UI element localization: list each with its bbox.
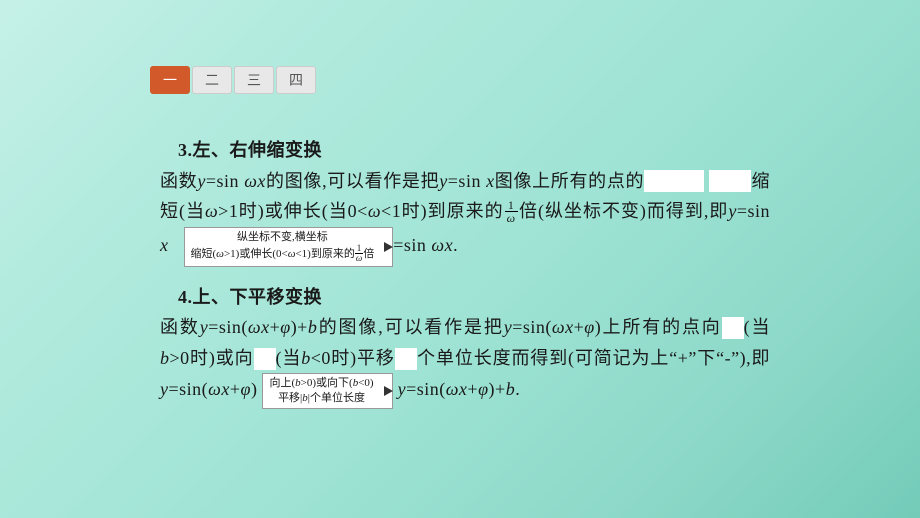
blank — [254, 348, 276, 370]
tab-bar: 一 二 三 四 — [150, 66, 316, 94]
t: 函数 — [160, 317, 200, 337]
section-3: 3.左、右伸缩变换 函数y=sin ωx的图像,可以看作是把y=sin x图像上… — [160, 135, 770, 267]
var-phi: φ — [280, 317, 290, 337]
var-y: y — [200, 317, 209, 337]
t: =sin( — [406, 379, 446, 399]
var-y: y — [504, 317, 513, 337]
heading-num: 3 — [178, 140, 188, 160]
var-omegax: ωx — [244, 171, 266, 191]
section-3-body: 函数y=sin ωx的图像,可以看作是把y=sin x图像上所有的点的 缩短(当… — [160, 166, 770, 267]
t: )上所有的点向 — [595, 317, 722, 337]
tab-1[interactable]: 一 — [150, 66, 190, 94]
t: 个单位长度而得到(可简记为上“+”下“-”),即 — [417, 348, 770, 368]
heading-text: 上、下平移变换 — [193, 287, 323, 307]
t: <0时)平移 — [311, 348, 395, 368]
transform-arrow-2: 向上(b>0)或向下(b<0) 平移|b|个单位长度 — [262, 373, 392, 409]
t: 函数 — [160, 171, 197, 191]
t: >1时)或伸长(当0< — [218, 201, 368, 221]
blank — [395, 348, 417, 370]
var-omega: ω — [368, 201, 381, 221]
blank — [644, 170, 704, 192]
t: =sin — [393, 235, 431, 255]
var-phi: φ — [241, 379, 251, 399]
section-4-body: 函数y=sin(ωx+φ)+b的图像,可以看作是把y=sin(ωx+φ)上所有的… — [160, 312, 770, 409]
t: 的图像,可以看作是把 — [266, 171, 439, 191]
heading-text: 左、右伸缩变换 — [193, 140, 323, 160]
t: + — [467, 379, 478, 399]
var-omega: ω — [205, 201, 218, 221]
fraction-1-over-omega: 1ω — [505, 199, 518, 224]
var-x: x — [160, 235, 169, 255]
section-4: 4.上、下平移变换 函数y=sin(ωx+φ)+b的图像,可以看作是把y=sin… — [160, 282, 770, 409]
t: (当 — [744, 317, 770, 337]
t: >0时)或向 — [170, 348, 254, 368]
blank — [722, 317, 744, 339]
var-omegax: ωx — [446, 379, 468, 399]
t: 的图像,可以看作是把 — [317, 317, 503, 337]
arrow-line-2: 缩短(ω>1)或伸长(0<ω<1)到原来的1ω倍 — [191, 245, 375, 264]
t: )+ — [291, 317, 308, 337]
var-omegax: ωx — [431, 235, 453, 255]
var-x: x — [486, 171, 495, 191]
t: =sin( — [169, 379, 209, 399]
blank — [709, 170, 751, 192]
arrow-line-2: 平移|b|个单位长度 — [269, 391, 373, 406]
t: <1时)到原来的 — [381, 201, 504, 221]
var-y: y — [197, 171, 206, 191]
t: =sin( — [208, 317, 248, 337]
var-omegax: ωx — [208, 379, 230, 399]
arrow-line-1: 向上(b>0)或向下(b<0) — [269, 376, 373, 391]
t: =sin( — [512, 317, 552, 337]
t: (当 — [276, 348, 302, 368]
slide: 一 二 三 四 3.左、右伸缩变换 函数y=sin ωx的图像,可以看作是把y=… — [0, 0, 920, 518]
var-omegax: ωx — [248, 317, 270, 337]
t: + — [270, 317, 281, 337]
var-phi: φ — [584, 317, 594, 337]
arrow-line-1: 纵坐标不变,横坐标 — [191, 230, 375, 245]
var-omegax: ωx — [552, 317, 574, 337]
t: 倍(纵坐标不变)而得到,即 — [519, 201, 729, 221]
t: + — [574, 317, 585, 337]
t: )+ — [489, 379, 506, 399]
t: . — [515, 379, 520, 399]
tab-3[interactable]: 三 — [234, 66, 274, 94]
t: 图像上所有的点的 — [495, 171, 645, 191]
var-phi: φ — [478, 379, 488, 399]
section-4-heading: 4.上、下平移变换 — [160, 282, 770, 313]
var-b: b — [506, 379, 516, 399]
var-b: b — [160, 348, 170, 368]
t: =sin — [448, 171, 486, 191]
heading-num: 4 — [178, 287, 188, 307]
section-3-heading: 3.左、右伸缩变换 — [160, 135, 770, 166]
tab-2[interactable]: 二 — [192, 66, 232, 94]
t: + — [230, 379, 241, 399]
t: =sin — [206, 171, 244, 191]
var-b: b — [308, 317, 318, 337]
t: . — [453, 235, 458, 255]
var-y: y — [728, 201, 737, 221]
tab-4[interactable]: 四 — [276, 66, 316, 94]
var-y: y — [160, 379, 169, 399]
var-y: y — [398, 379, 407, 399]
content-area: 3.左、右伸缩变换 函数y=sin ωx的图像,可以看作是把y=sin x图像上… — [160, 135, 770, 424]
t: ) — [251, 379, 258, 399]
transform-arrow-1: 纵坐标不变,横坐标 缩短(ω>1)或伸长(0<ω<1)到原来的1ω倍 — [184, 227, 394, 267]
var-y: y — [439, 171, 448, 191]
t: =sin — [737, 201, 770, 221]
var-b: b — [301, 348, 311, 368]
